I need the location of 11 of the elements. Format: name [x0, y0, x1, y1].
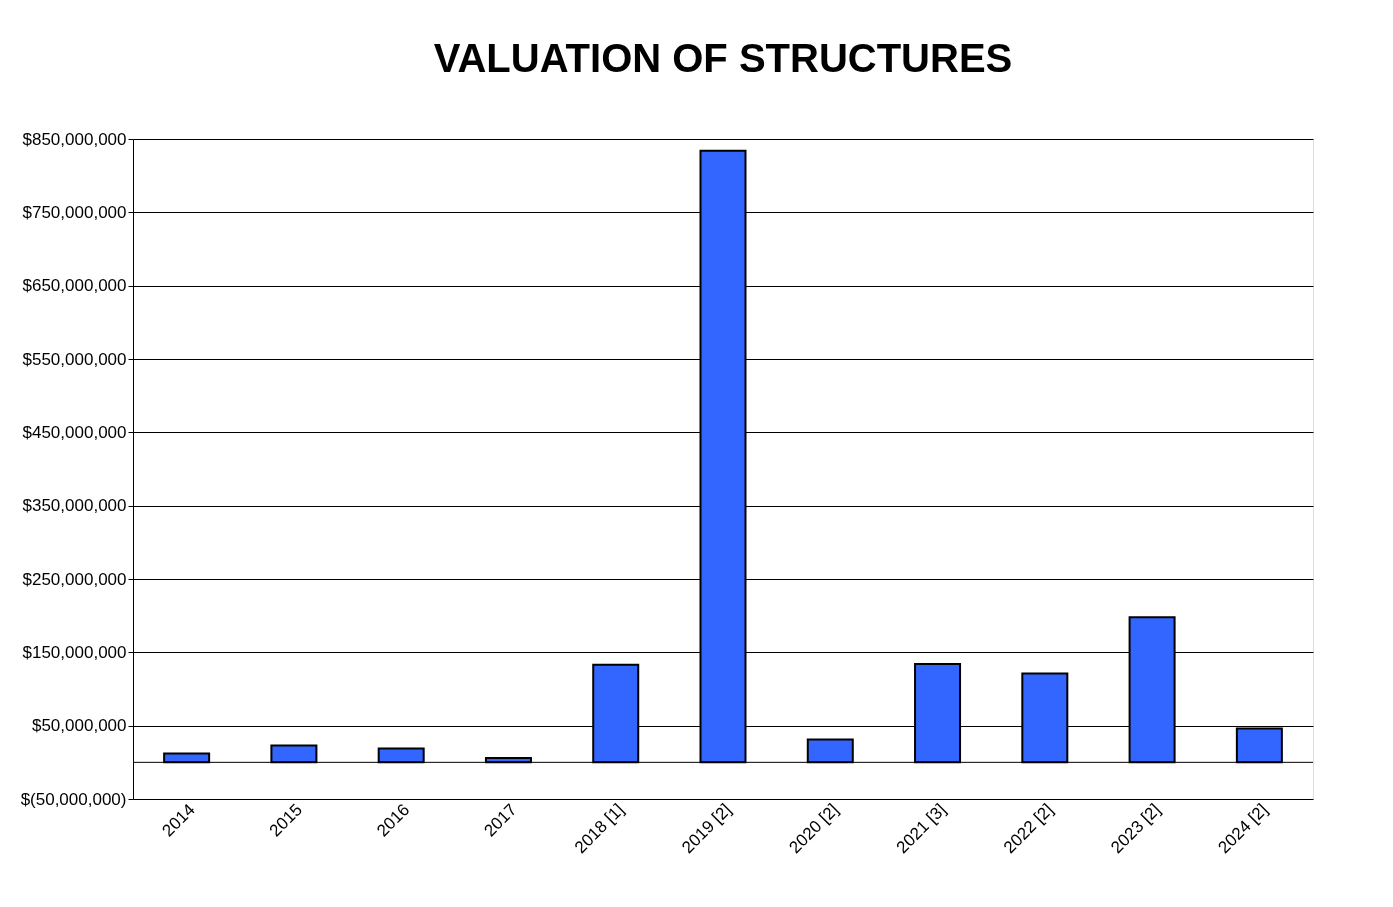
y-tick-label: $250,000,000 [22, 569, 127, 589]
y-tick-label: $650,000,000 [22, 276, 127, 296]
y-tick-label: $150,000,000 [22, 642, 127, 662]
y-tick-label: $350,000,000 [22, 496, 127, 516]
y-tick-label: $50,000,000 [31, 716, 127, 736]
y-tick-label: $550,000,000 [22, 349, 127, 369]
y-tick-label: $750,000,000 [22, 202, 127, 222]
chart-title: VALUATION OF STRUCTURES [433, 36, 1013, 80]
y-tick-label: $450,000,000 [22, 422, 127, 442]
y-tick-label: $850,000,000 [22, 129, 127, 149]
y-tick-label: $(50,000,000) [20, 789, 127, 809]
